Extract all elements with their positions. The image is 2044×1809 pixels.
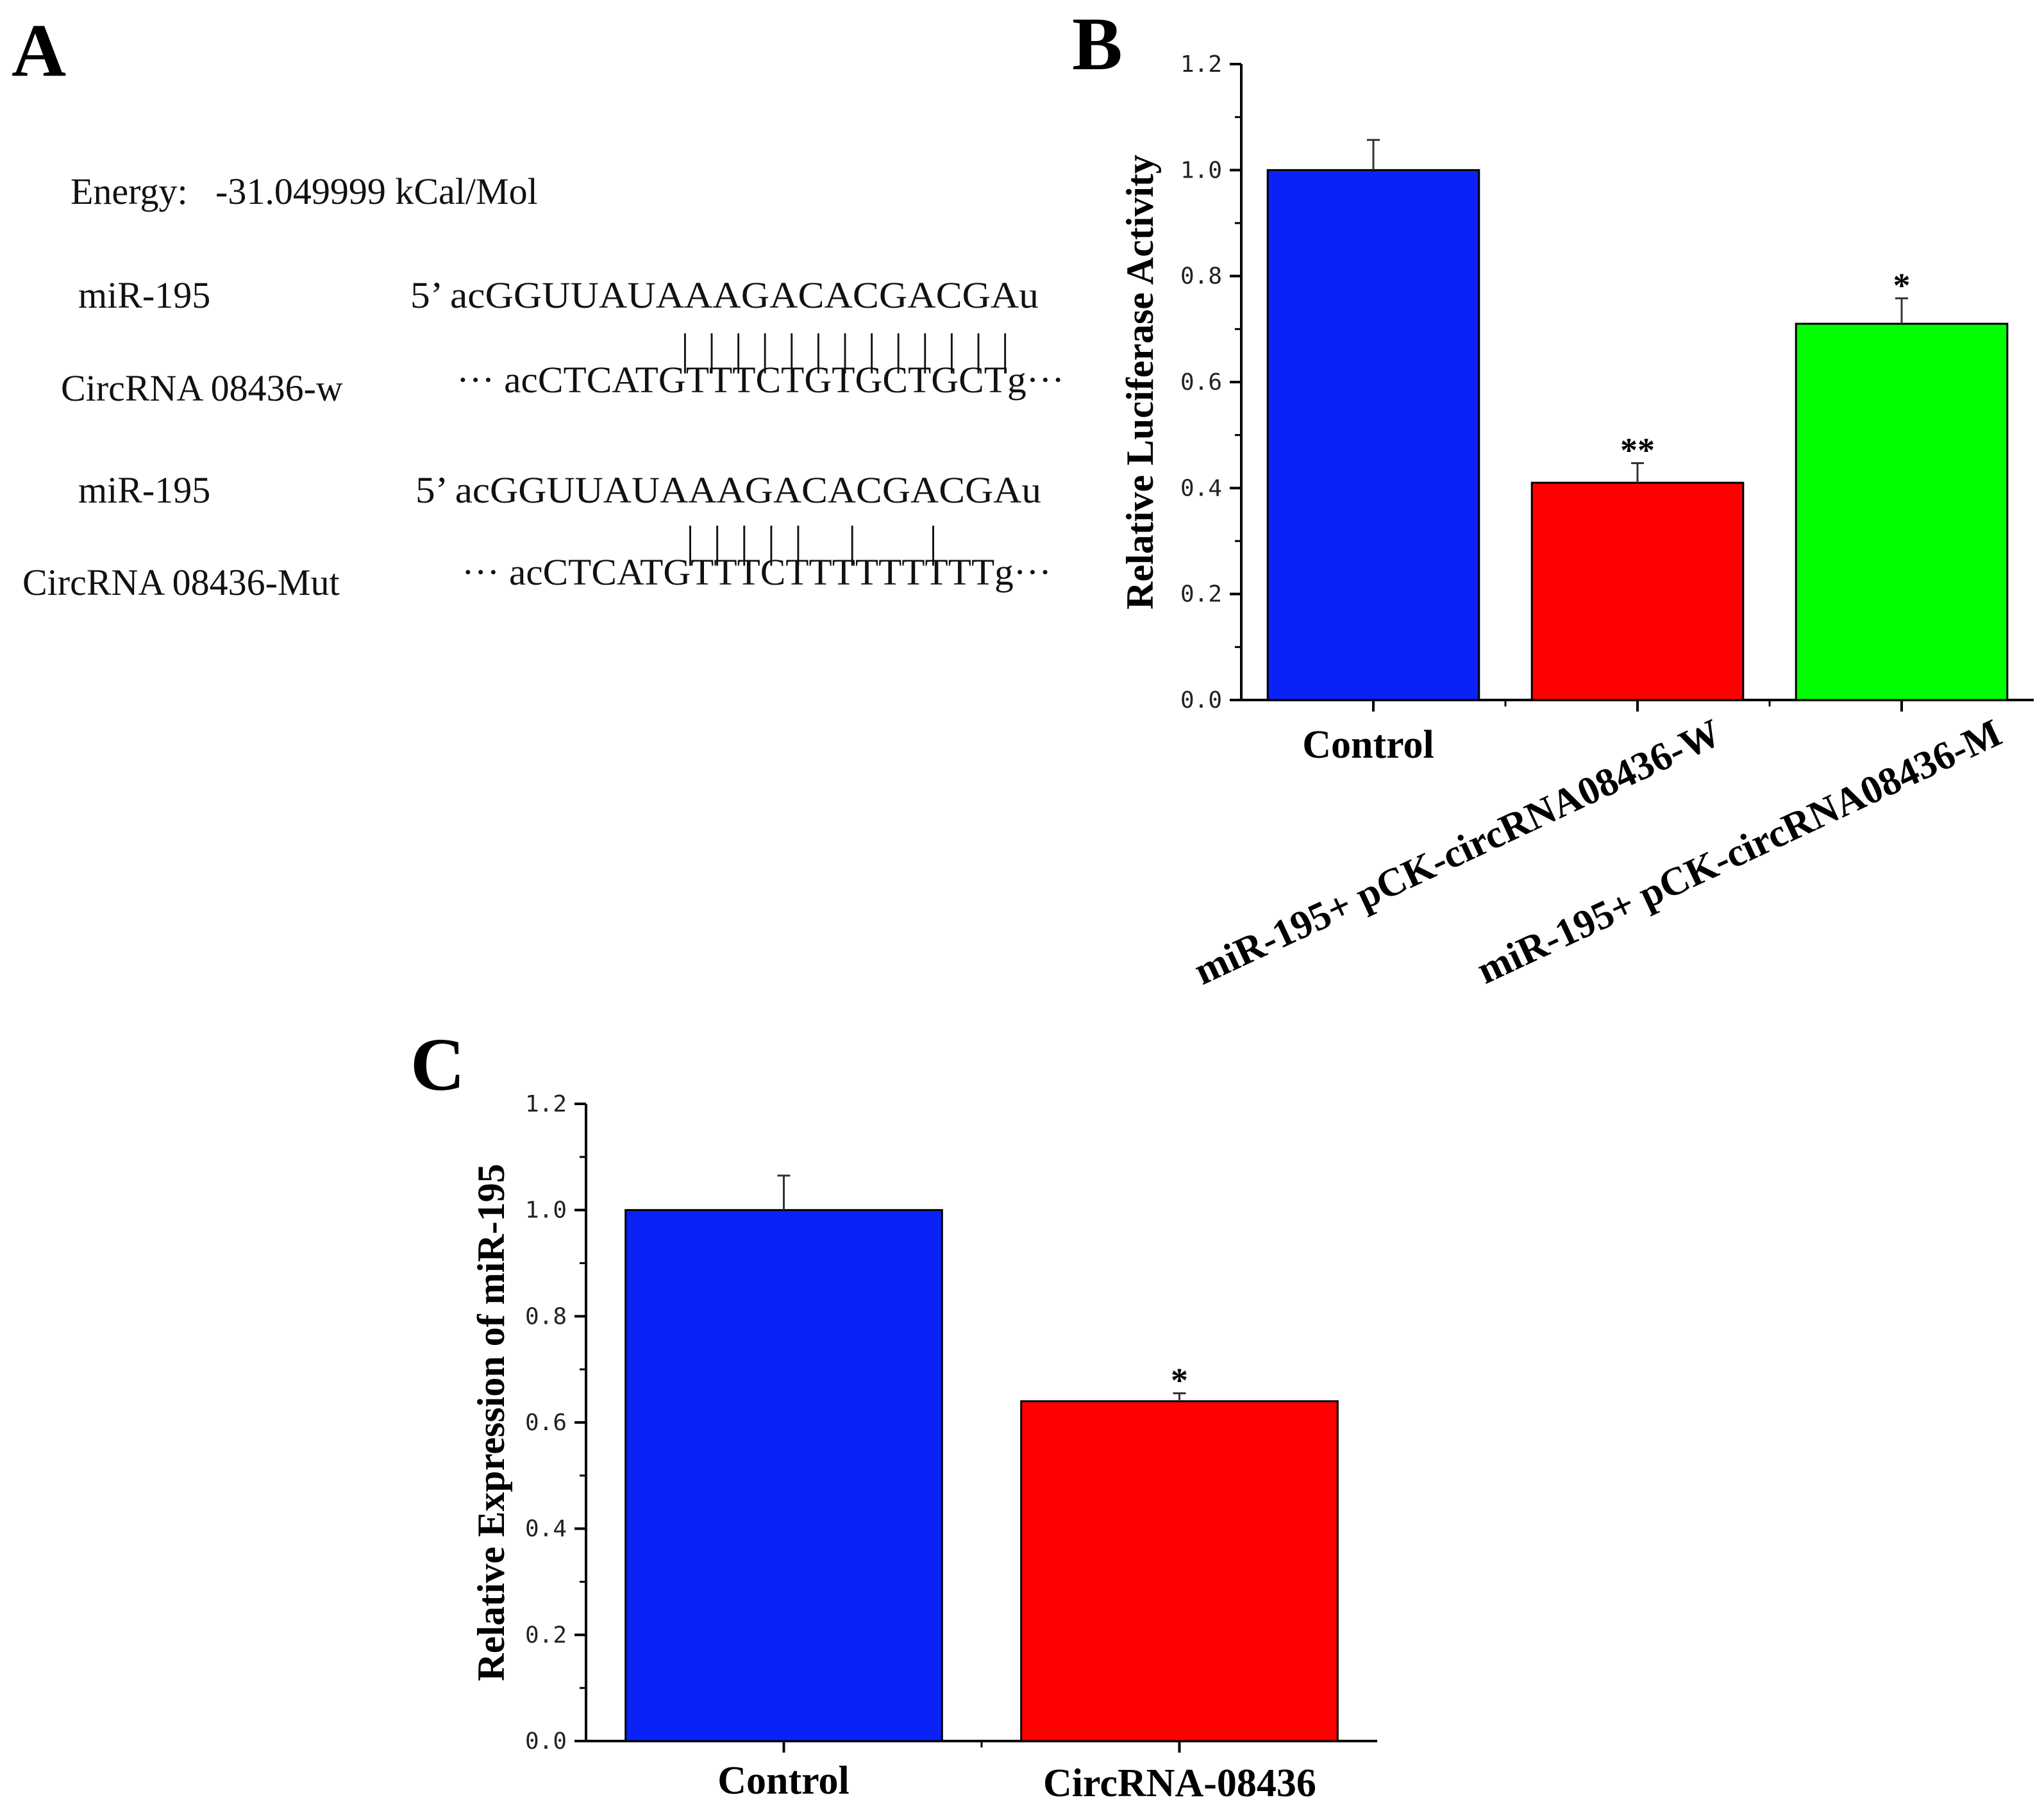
expression-chart: 0.0 0.2 0.4 0.6 0.8 1.0 1.2 Relative Expression… bbox=[470, 1091, 1377, 1805]
y-tick-label: 0.2 bbox=[525, 1622, 567, 1648]
panel-b-letter: B bbox=[1072, 2, 1123, 86]
seq-row-label: CircRNA 08436-w bbox=[61, 367, 343, 409]
x-category-label: miR-195+ pCK-circRNA08436-W bbox=[1187, 711, 1727, 994]
y-tick-label: 0.6 bbox=[1180, 369, 1222, 396]
x-category-label: CircRNA-08436 bbox=[1043, 1762, 1316, 1805]
y-tick-label: 0.6 bbox=[525, 1410, 567, 1436]
luciferase-chart: 0.0 0.2 0.4 0.6 0.8 1.0 1.2 Relative Luciferase… bbox=[1119, 51, 2034, 994]
seq-row-label: miR-195 bbox=[78, 274, 210, 316]
x-category-label: Control bbox=[1302, 723, 1434, 767]
y-axis-label: Relative Luciferase Activity bbox=[1119, 154, 1161, 610]
mir-sequence-2: 5’ acGGUUAUAAAGACACGACGAu bbox=[415, 469, 1041, 511]
bar bbox=[1530, 481, 1745, 701]
pairing-lines-mut: | | | | | | | bbox=[683, 519, 940, 567]
bar bbox=[1020, 1400, 1339, 1742]
significance-marker: ** bbox=[1620, 431, 1655, 469]
y-tick-label: 0.8 bbox=[525, 1303, 567, 1330]
panel-c: C 0.0 0.2 0.4 0.6 0.8 1.0 1.2 Relative Expressi… bbox=[410, 1022, 1377, 1805]
y-tick-label: 0.2 bbox=[1180, 581, 1222, 608]
panel-a-letter: A bbox=[12, 8, 66, 92]
y-tick-label: 0.0 bbox=[1180, 687, 1222, 713]
y-tick-label: 1.2 bbox=[1180, 51, 1222, 78]
y-tick-label: 0.4 bbox=[525, 1516, 567, 1542]
y-axis-label: Relative Expression of miR-195 bbox=[470, 1163, 512, 1681]
bar bbox=[624, 1209, 943, 1742]
y-tick-label: 1.2 bbox=[525, 1091, 567, 1117]
y-tick-label: 1.0 bbox=[1180, 157, 1222, 183]
mir-sequence-1: 5’ acGGUUAUAAAGACACGACGAu bbox=[410, 274, 1039, 316]
seq-row-label: CircRNA 08436-Mut bbox=[22, 562, 340, 603]
energy-label: Energy: -31.049999 kCal/Mol bbox=[71, 171, 538, 212]
bar bbox=[1266, 169, 1480, 701]
panel-c-letter: C bbox=[410, 1022, 465, 1106]
x-category-label: miR-195+ pCK-circRNA08436-M bbox=[1470, 711, 2007, 992]
y-tick-label: 0.8 bbox=[1180, 263, 1222, 290]
y-tick-label: 0.0 bbox=[525, 1728, 567, 1755]
panel-b: B 0.0 0.2 0.4 0.6 0.8 1.0 1.2 Relative Lucifera… bbox=[1072, 2, 2034, 994]
circrna-mut-sequence: ··· acCTCATGTTTCTTTTTTTTTg··· bbox=[462, 551, 1051, 593]
seq-row-label: miR-195 bbox=[78, 469, 210, 511]
pairing-lines-w: | | | | | | | | | | | | | bbox=[678, 327, 1012, 374]
y-tick-label: 1.0 bbox=[525, 1197, 567, 1224]
y-tick-label: 0.4 bbox=[1180, 475, 1222, 501]
panel-a: A Energy: -31.049999 kCal/Mol miR-195 5’… bbox=[12, 8, 1064, 603]
significance-marker: * bbox=[1893, 266, 1911, 304]
bar bbox=[1795, 322, 2009, 701]
circrna-w-sequence: ··· acCTCATGTTTCTGTGCTGCTg··· bbox=[457, 359, 1064, 401]
significance-marker: * bbox=[1171, 1361, 1188, 1399]
x-category-label: Control bbox=[717, 1759, 850, 1803]
